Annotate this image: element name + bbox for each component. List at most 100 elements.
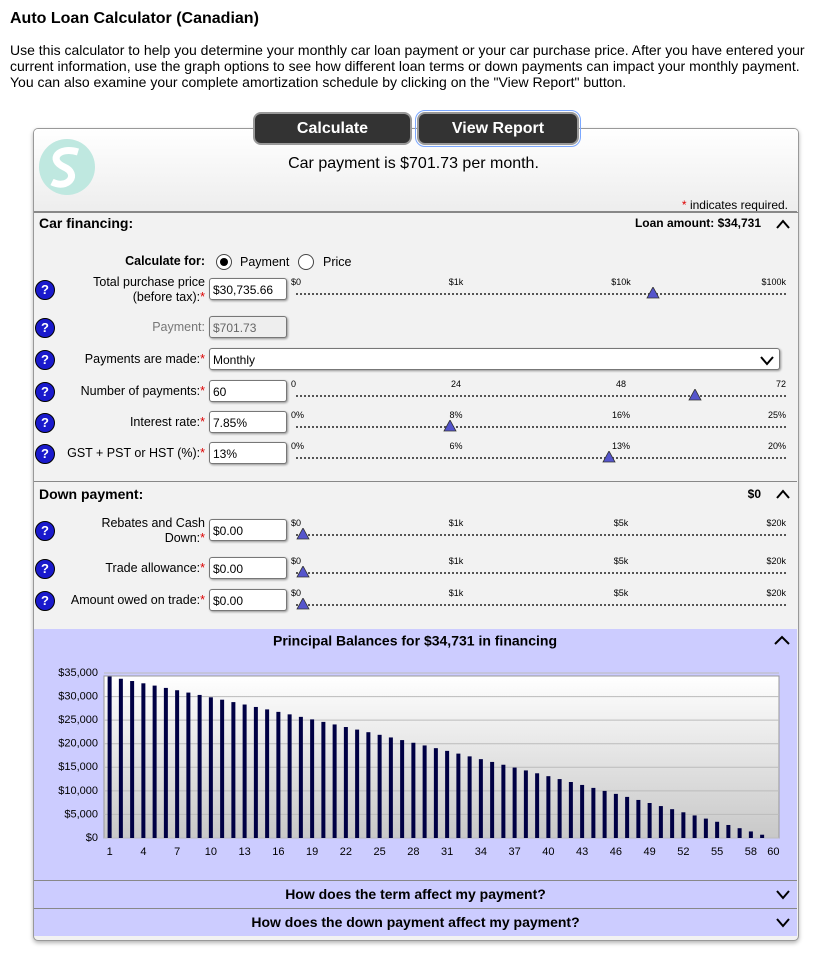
input-box[interactable]: 13% [209, 442, 287, 464]
bar [310, 719, 315, 838]
bar [760, 834, 765, 838]
slider-tick-label: 25% [767, 410, 786, 420]
help-icon[interactable]: ? [35, 350, 55, 370]
y-tick-label: $15,000 [58, 761, 98, 773]
slider-thumb[interactable] [296, 566, 310, 578]
plot-area [103, 675, 780, 839]
bar [411, 742, 416, 838]
input-box[interactable]: $0.00 [209, 519, 287, 541]
input-box[interactable]: $0.00 [209, 557, 287, 579]
section-summary: Loan amount: $34,731 [634, 216, 761, 230]
slider-tick-label: $20k [766, 518, 786, 528]
required-marker: * [200, 290, 205, 304]
bar [580, 784, 585, 838]
view-report-button[interactable]: View Report [415, 110, 581, 147]
expand-chevron[interactable] [775, 888, 791, 900]
input-box[interactable]: 60 [209, 380, 287, 402]
bar [366, 732, 371, 838]
x-tick-label: 25 [374, 846, 386, 858]
expand-chevron[interactable] [775, 916, 791, 928]
bar [231, 702, 236, 838]
y-tick-label: $0 [86, 832, 98, 844]
bar [377, 734, 382, 838]
bar [602, 790, 607, 838]
chart-section: Principal Balances for $34,731 in financ… [34, 629, 797, 880]
x-tick-label: 34 [475, 846, 487, 858]
calculate-button[interactable]: Calculate [253, 112, 412, 145]
slider-thumb[interactable] [296, 598, 310, 610]
bar [478, 759, 483, 838]
bar [197, 694, 202, 838]
collapse-chevron[interactable] [775, 218, 791, 230]
field-label: Amount owed on trade:* [35, 593, 205, 608]
question-row[interactable]: How does the down payment affect my paym… [34, 908, 797, 936]
help-icon[interactable]: ? [35, 318, 55, 338]
slider-thumb[interactable] [443, 420, 457, 432]
select-chevron[interactable] [759, 354, 775, 366]
field-label: GST + PST or HST (%):* [35, 446, 205, 461]
bar [422, 745, 427, 838]
slider-track [296, 572, 786, 574]
slider-tick-label: 13% [611, 441, 630, 451]
help-icon[interactable]: ? [35, 280, 55, 300]
field-label: Rebates and Cash Down:* [80, 516, 205, 546]
chart-title: Principal Balances for $34,731 in financ… [273, 633, 557, 649]
slider-thumb[interactable] [646, 287, 660, 299]
slider-track [296, 293, 786, 295]
required-marker: * [200, 415, 205, 429]
section-title: Down payment: [39, 486, 144, 502]
divider [34, 481, 797, 482]
panel-header [34, 129, 798, 213]
select-box[interactable]: Monthly [209, 348, 780, 370]
collapse-chevron[interactable] [775, 488, 791, 500]
slider-tick-label: 6% [449, 441, 463, 451]
help-icon[interactable]: ? [35, 521, 55, 541]
bar [715, 821, 720, 838]
required-marker: * [681, 198, 687, 212]
slider-thumb[interactable] [602, 451, 616, 463]
bar [388, 737, 393, 838]
slider-thumb[interactable] [688, 389, 702, 401]
input-box[interactable]: $0.00 [209, 589, 287, 611]
field-label: Payments are made:* [35, 352, 205, 367]
collapse-chevron[interactable] [774, 635, 790, 645]
help-icon[interactable]: ? [35, 413, 55, 433]
bar [557, 779, 562, 838]
bar [208, 697, 213, 838]
help-icon[interactable]: ? [35, 559, 55, 579]
help-icon[interactable]: ? [35, 444, 55, 464]
section-summary: $0 [747, 487, 761, 501]
x-tick-label: 7 [174, 846, 180, 858]
logo [39, 139, 95, 195]
field-label-text: Trade allowance: [105, 561, 201, 575]
bar [220, 699, 225, 838]
help-icon[interactable]: ? [35, 591, 55, 611]
x-tick-label: 4 [140, 846, 146, 858]
bar [647, 803, 652, 838]
slider-tick-label: 0% [291, 441, 305, 451]
radio-button[interactable] [298, 254, 314, 270]
x-tick-label: 16 [272, 846, 284, 858]
input-box[interactable]: 7.85% [209, 411, 287, 433]
slider-tick-label: 0 [291, 379, 297, 389]
x-tick-label: 31 [441, 846, 453, 858]
slider-thumb[interactable] [296, 528, 310, 540]
slider-tick-label: 24 [450, 379, 461, 389]
field-label-text: Number of payments: [80, 384, 201, 398]
bar [591, 787, 596, 838]
x-tick-label: 1 [107, 846, 113, 858]
slider-tick-label: $20k [766, 588, 786, 598]
help-icon[interactable]: ? [35, 382, 55, 402]
question-row[interactable]: How does the term affect my payment? [34, 880, 797, 908]
radio-button[interactable] [216, 254, 232, 270]
required-marker: * [200, 561, 205, 575]
required-marker: * [200, 593, 205, 607]
slider-tick-label: 48 [615, 379, 626, 389]
bar [332, 724, 337, 838]
input-box: $701.73 [209, 316, 287, 338]
field-label-text: Total purchase price (before tax): [93, 275, 205, 304]
slider-tick-label: 20% [767, 441, 786, 451]
input-box[interactable]: $30,735.66 [209, 278, 287, 300]
x-tick-label: 58 [745, 846, 757, 858]
